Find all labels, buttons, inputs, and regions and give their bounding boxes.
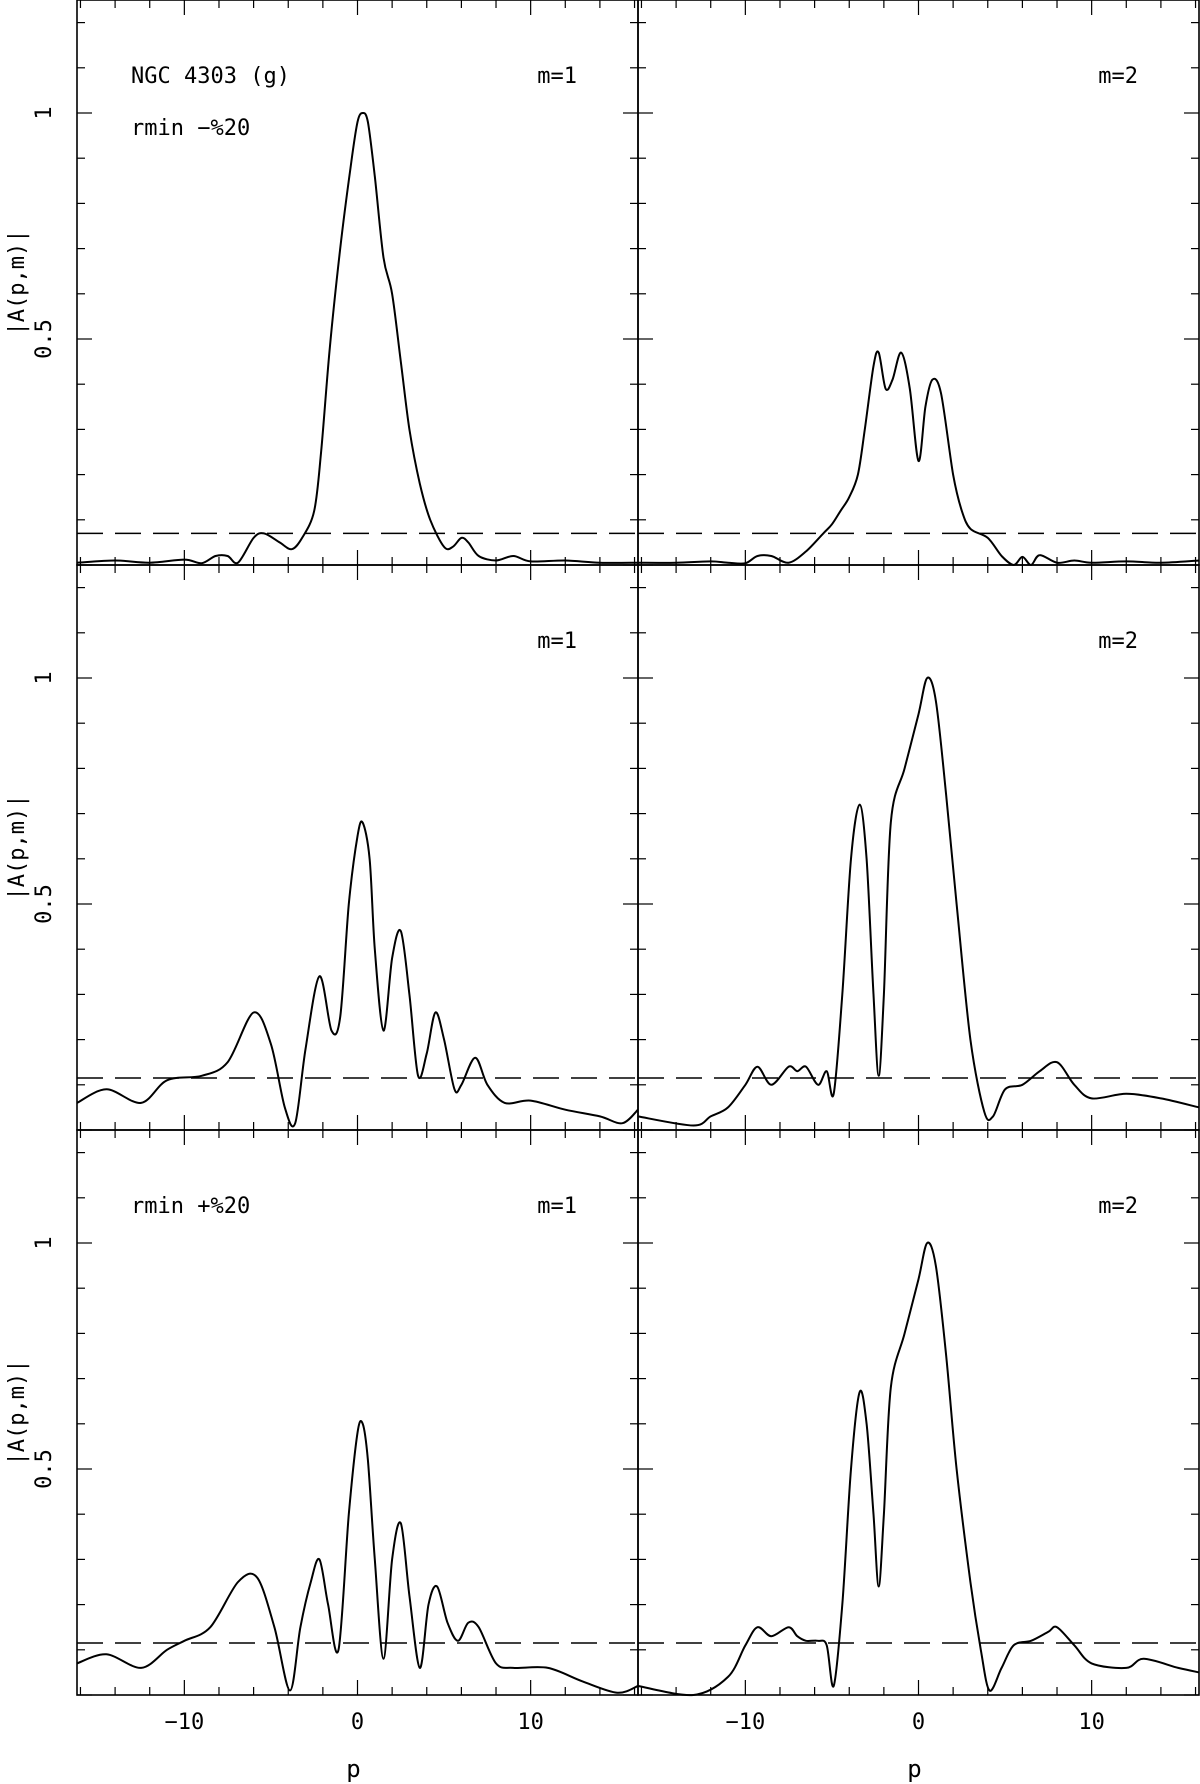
series-line xyxy=(637,350,1200,566)
x-tick-label: 10 xyxy=(517,1710,544,1735)
y-tick-label: 1 xyxy=(32,671,57,684)
x-tick-label: 10 xyxy=(1078,1710,1105,1735)
y-axis-label: |A(p,m)| xyxy=(5,795,30,901)
panel-m-label: m=2 xyxy=(1098,1194,1138,1219)
y-axis-label: |A(p,m)| xyxy=(5,230,30,336)
panel-m-label: m=2 xyxy=(1098,64,1138,89)
y-tick-label: 0.5 xyxy=(32,884,57,924)
series-line xyxy=(637,676,1200,1127)
series-line xyxy=(76,1419,639,1694)
y-tick-label: 1 xyxy=(32,106,57,119)
panel-m-label: m=1 xyxy=(537,64,577,89)
y-axis-label: |A(p,m)| xyxy=(5,1360,30,1466)
panel-annotation: rmin −%20 xyxy=(131,116,250,141)
x-tick-label: 0 xyxy=(912,1710,925,1735)
series-line xyxy=(76,820,639,1128)
panel-m-label: m=1 xyxy=(537,629,577,654)
x-tick-label: −10 xyxy=(164,1710,204,1735)
x-axis-label: p xyxy=(346,1755,360,1783)
series-line xyxy=(637,1241,1200,1697)
panel-annotation: NGC 4303 (g) xyxy=(131,64,290,89)
panels-layer: m=1 NGC 4303 (g) rmin −%20 m=2 m=1 m=2 m=1 rmin… xyxy=(76,0,1200,1697)
y-tick-label: 0.5 xyxy=(32,319,57,359)
x-tick-label: 0 xyxy=(351,1710,364,1735)
panel-m-label: m=2 xyxy=(1098,629,1138,654)
panel-bottom-right: m=2 xyxy=(637,1129,1200,1697)
panel-m-label: m=1 xyxy=(537,1194,577,1219)
y-tick-label: 0.5 xyxy=(32,1449,57,1489)
x-axis-label: p xyxy=(907,1755,921,1783)
y-tick-label: 1 xyxy=(32,1236,57,1249)
panel-bottom-left: m=1 rmin +%20 xyxy=(76,1129,639,1696)
series-line xyxy=(76,111,639,565)
panel-annotation: rmin +%20 xyxy=(131,1194,250,1219)
x-tick-label: −10 xyxy=(725,1710,765,1735)
labels-layer: 0.51|A(p,m)|0.51|A(p,m)|0.51|A(p,m)|−10 0… xyxy=(5,106,1105,1783)
